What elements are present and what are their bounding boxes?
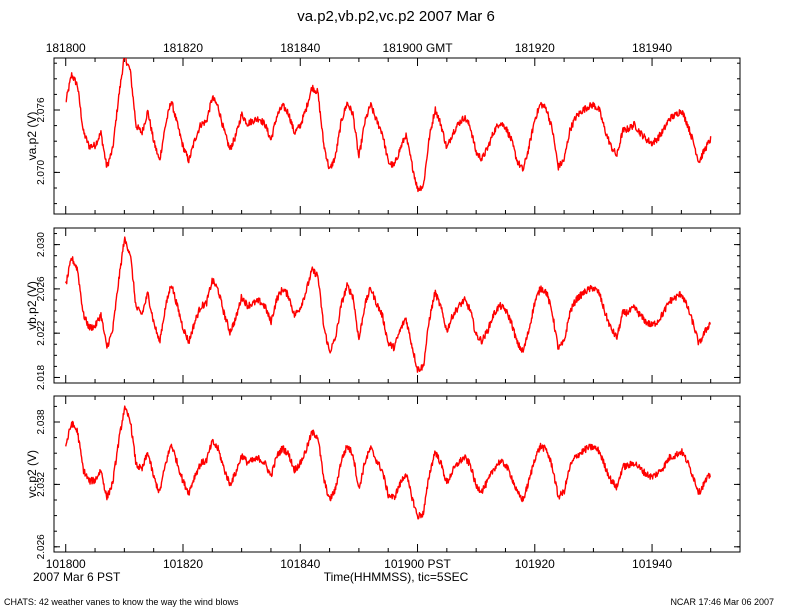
bottom-axis-tick-label: 101840 [280, 557, 320, 571]
y-axis-label: vb.p2 (V) [25, 281, 39, 330]
series-line-vc.p2 [65, 405, 712, 520]
panel-vb.p2: 2.018 2.022 2.026 2.030 vb.p2 (V) [25, 227, 741, 390]
top-axis-tick-label: 181940 [632, 41, 672, 55]
y-tick-label: 2.022 [36, 320, 47, 345]
series-line-vb.p2 [65, 236, 711, 373]
top-axis-tick-label: 181920 [515, 41, 555, 55]
panel-frame [53, 227, 741, 384]
panel-frame [53, 57, 741, 215]
top-axis-tick-label: 181820 [163, 41, 203, 55]
y-axis-label: va.p2 (V) [25, 112, 39, 161]
y-tick-label: 2.038 [36, 409, 47, 434]
bottom-axis-tick-label: 101820 [163, 557, 203, 571]
bottom-axis-tick-label: 101800 [46, 557, 86, 571]
y-tick-label: 2.076 [36, 97, 47, 122]
footer-timestamp: NCAR 17:46 Mar 06 2007 [670, 597, 774, 607]
y-tick-label: 2.026 [36, 534, 47, 559]
series-line-va.p2 [65, 58, 712, 193]
top-axis-tick-label: 181900 GMT [382, 41, 453, 55]
top-axis-tick-label: 181800 [46, 41, 86, 55]
bottom-axis-tick-label: 101940 [632, 557, 672, 571]
y-tick-label: 2.030 [36, 232, 47, 257]
panel-frame [53, 395, 741, 553]
y-tick-label: 2.018 [36, 365, 47, 390]
bottom-axis-tick-label: 101920 [515, 557, 555, 571]
bottom-time-axis: 101800 101820 101840 101900 PST 101920 101940 [46, 557, 673, 571]
bottom-axis-tick-label: 101900 PST [384, 557, 451, 571]
y-tick-label: 2.026 [36, 276, 47, 301]
top-axis-tick-label: 181840 [280, 41, 320, 55]
footer-caption: CHATS: 42 weather vanes to know the way … [4, 597, 239, 607]
y-tick-label: 2.032 [36, 471, 47, 496]
y-tick-label: 2.070 [36, 159, 47, 184]
y-axis-label: vc.p2 (V) [25, 450, 39, 498]
x-axis-label: Time(HHMMSS), tic=5SEC [323, 570, 469, 584]
panel-vc.p2: 2.026 2.032 2.038 vc.p2 (V) [25, 395, 741, 559]
top-time-axis: 181800 181820 181840 181900 GMT 181920 181940 [46, 41, 673, 55]
chart-title: va.p2,vb.p2,vc.p2 2007 Mar 6 [297, 8, 495, 25]
date-label: 2007 Mar 6 PST [33, 570, 121, 584]
